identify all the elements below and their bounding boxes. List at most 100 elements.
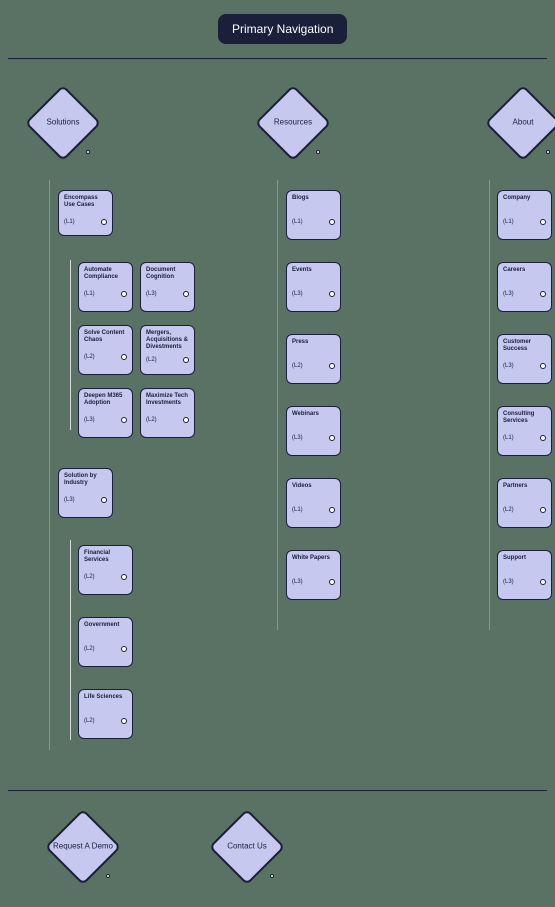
resource-card[interactable]: Videos (L1) xyxy=(286,478,341,528)
out-anchor-icon xyxy=(121,646,127,652)
card-count: (L1) xyxy=(503,219,514,226)
industry-card[interactable]: Life Sciences (L2) xyxy=(78,689,133,739)
card-title: Events xyxy=(292,267,335,285)
connector xyxy=(489,180,490,630)
request-demo-label: Request A Demo xyxy=(48,843,118,852)
card-count: (L3) xyxy=(146,291,157,298)
usecase-card[interactable]: Document Cognition (L3) xyxy=(140,262,195,312)
resource-card[interactable]: Events (L3) xyxy=(286,262,341,312)
out-anchor-icon xyxy=(101,497,107,503)
out-anchor-icon xyxy=(121,417,127,423)
card-title: Mergers, Acquisitions & Divestments xyxy=(146,330,189,351)
card-title: Careers xyxy=(503,267,546,285)
anchor-icon xyxy=(316,150,320,154)
usecase-card[interactable]: Maximize Tech Investments (L2) xyxy=(140,388,195,438)
card-count: (L1) xyxy=(64,219,75,226)
out-anchor-icon xyxy=(540,435,546,441)
footer-divider xyxy=(8,790,547,791)
about-card[interactable]: Customer Success (L3) xyxy=(497,334,552,384)
header-divider xyxy=(8,58,547,59)
card-title: Partners xyxy=(503,483,546,501)
resources-label: Resources xyxy=(258,119,328,128)
anchor-icon xyxy=(546,150,550,154)
card-count: (L2) xyxy=(292,363,303,370)
out-anchor-icon xyxy=(540,579,546,585)
card-count: (L3) xyxy=(503,579,514,586)
primary-navigation-pill: Primary Navigation xyxy=(218,14,347,44)
card-count: (L1) xyxy=(292,507,303,514)
card-count: (L2) xyxy=(146,357,157,364)
card-title: Financial Services xyxy=(84,550,127,568)
industry-header-card[interactable]: Solution by Industry (L3) xyxy=(58,468,113,518)
card-count: (L1) xyxy=(84,291,95,298)
out-anchor-icon xyxy=(183,417,189,423)
card-count: (L1) xyxy=(292,219,303,226)
card-title: Maximize Tech Investments xyxy=(146,393,189,411)
card-title: Support xyxy=(503,555,546,573)
anchor-icon xyxy=(86,150,90,154)
out-anchor-icon xyxy=(101,219,107,225)
contact-us-label: Contact Us xyxy=(212,843,282,852)
about-card[interactable]: Careers (L3) xyxy=(497,262,552,312)
out-anchor-icon xyxy=(121,291,127,297)
out-anchor-icon xyxy=(540,291,546,297)
about-card[interactable]: Support (L3) xyxy=(497,550,552,600)
card-count: (L3) xyxy=(292,291,303,298)
card-title: Document Cognition xyxy=(146,267,189,285)
resource-card[interactable]: Blogs (L1) xyxy=(286,190,341,240)
usecase-card[interactable]: Deepen M365 Adoption (L3) xyxy=(78,388,133,438)
solutions-label: Solutions xyxy=(28,119,98,128)
card-count: (L2) xyxy=(84,646,95,653)
card-count: (L3) xyxy=(64,497,75,504)
card-title: Consulting Services xyxy=(503,411,546,429)
resource-card[interactable]: Press (L2) xyxy=(286,334,341,384)
usecase-card[interactable]: Mergers, Acquisitions & Divestments (L2) xyxy=(140,325,195,375)
card-title: Government xyxy=(84,622,127,640)
industry-card[interactable]: Government (L2) xyxy=(78,617,133,667)
card-count: (L3) xyxy=(292,435,303,442)
industry-card[interactable]: Financial Services (L2) xyxy=(78,545,133,595)
card-title: Company xyxy=(503,195,546,213)
header-band: Primary Navigation xyxy=(0,0,555,60)
card-title: Videos xyxy=(292,483,335,501)
card-title: Deepen M365 Adoption xyxy=(84,393,127,411)
card-count: (L3) xyxy=(292,579,303,586)
card-count: (L3) xyxy=(503,363,514,370)
anchor-icon xyxy=(106,874,110,878)
resource-card[interactable]: White Papers (L3) xyxy=(286,550,341,600)
connector xyxy=(49,180,50,750)
usecase-header-card[interactable]: Encompass Use Cases (L1) xyxy=(58,190,113,236)
card-title: Life Sciences xyxy=(84,694,127,712)
out-anchor-icon xyxy=(121,574,127,580)
card-count: (L2) xyxy=(84,718,95,725)
card-count: (L2) xyxy=(503,507,514,514)
usecase-card[interactable]: Solve Content Chaos (L2) xyxy=(78,325,133,375)
about-label: About xyxy=(488,119,555,128)
resource-card[interactable]: Webinars (L3) xyxy=(286,406,341,456)
connector xyxy=(70,540,71,740)
card-title: Automate Compliance xyxy=(84,267,127,285)
out-anchor-icon xyxy=(121,354,127,360)
out-anchor-icon xyxy=(329,507,335,513)
out-anchor-icon xyxy=(329,219,335,225)
about-card[interactable]: Partners (L2) xyxy=(497,478,552,528)
card-title: Blogs xyxy=(292,195,335,213)
out-anchor-icon xyxy=(329,435,335,441)
card-count: (L3) xyxy=(503,291,514,298)
usecase-card[interactable]: Automate Compliance (L1) xyxy=(78,262,133,312)
anchor-icon xyxy=(270,874,274,878)
card-count: (L2) xyxy=(146,417,157,424)
about-card[interactable]: Company (L1) xyxy=(497,190,552,240)
card-count: (L1) xyxy=(503,435,514,442)
card-title: Encompass Use Cases xyxy=(64,195,107,213)
out-anchor-icon xyxy=(121,718,127,724)
out-anchor-icon xyxy=(329,291,335,297)
connector xyxy=(277,180,278,630)
card-count: (L2) xyxy=(84,354,95,361)
card-title: Press xyxy=(292,339,335,357)
card-count: (L2) xyxy=(84,574,95,581)
card-title: Solve Content Chaos xyxy=(84,330,127,348)
out-anchor-icon xyxy=(540,363,546,369)
about-card[interactable]: Consulting Services (L1) xyxy=(497,406,552,456)
out-anchor-icon xyxy=(183,291,189,297)
